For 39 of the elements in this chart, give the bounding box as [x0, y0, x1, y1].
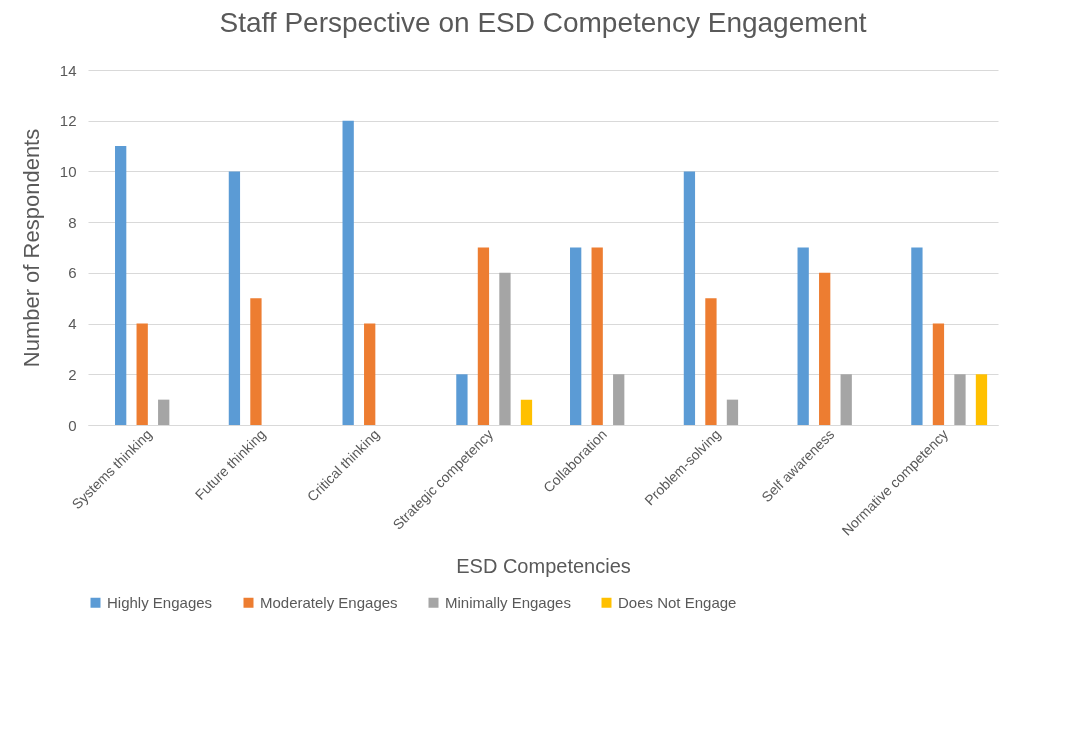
- bar: [683, 171, 696, 425]
- legend-label: Moderately Engages: [260, 593, 398, 611]
- bar: [705, 298, 717, 425]
- bar: [726, 399, 739, 425]
- legend-label: Does Not Engage: [618, 593, 737, 611]
- y-tick-label: 0: [68, 416, 77, 434]
- bar: [954, 374, 966, 425]
- bar: [911, 247, 923, 425]
- y-tick-label: 8: [68, 213, 77, 231]
- y-tick-label: 14: [59, 61, 77, 79]
- y-tick-label: 6: [68, 264, 77, 282]
- bar: [477, 247, 490, 425]
- bar: [250, 298, 262, 425]
- bar: [840, 374, 852, 425]
- bar: [228, 171, 241, 425]
- bar: [456, 374, 468, 425]
- x-axis-title: ESD Competencies: [456, 554, 631, 577]
- bar: [570, 247, 582, 425]
- y-tick-label: 4: [68, 315, 77, 333]
- bar: [342, 120, 354, 425]
- bar: [975, 374, 988, 425]
- bar: [613, 374, 625, 425]
- bar: [819, 272, 831, 425]
- bar: [797, 247, 809, 425]
- bar: [136, 323, 148, 425]
- bar: [932, 323, 945, 425]
- bar: [158, 399, 170, 425]
- chart-title: Staff Perspective on ESD Competency Engagement: [219, 7, 867, 38]
- y-tick-label: 10: [59, 162, 77, 180]
- bar: [520, 399, 533, 425]
- bar: [364, 323, 376, 425]
- y-tick-label: 12: [59, 112, 77, 130]
- y-axis-title: Number of Respondents: [18, 128, 44, 368]
- bar: [115, 146, 127, 425]
- y-tick-label: 2: [68, 365, 77, 383]
- bar: [499, 272, 511, 425]
- legend-label: Highly Engages: [107, 593, 213, 611]
- bar: [591, 247, 603, 425]
- legend-label: Minimally Engages: [445, 593, 571, 611]
